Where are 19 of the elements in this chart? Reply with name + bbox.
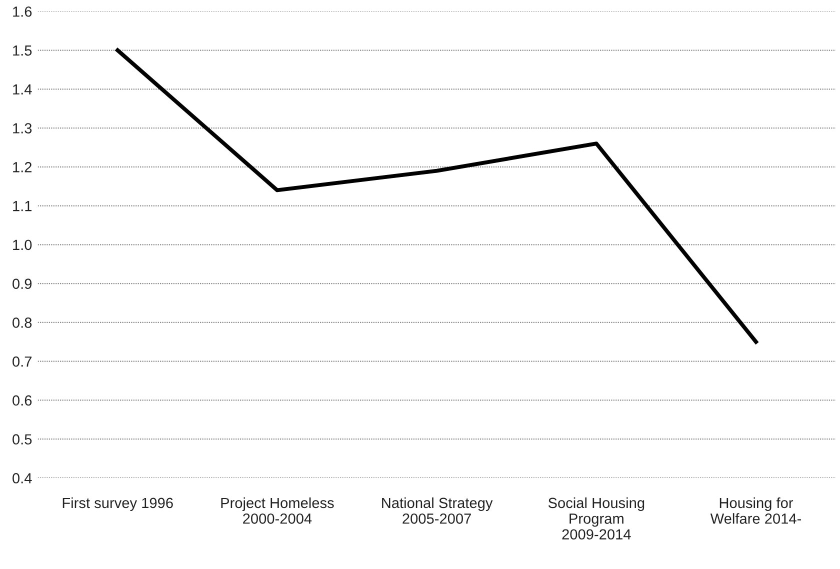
- y-tick-label: 1.6: [13, 6, 32, 17]
- y-tick-label: 0.8: [12, 318, 32, 328]
- y-tick-label: 0.6: [12, 395, 32, 406]
- y-tick-label: 0.5: [12, 434, 32, 445]
- y-tick-label: 1.2: [13, 162, 32, 172]
- y-tick-label: 1.0: [13, 240, 32, 250]
- x-tick-label: National Strategy 2005-2007: [382, 497, 493, 524]
- line-series: [116, 48, 758, 344]
- x-tick-label: Social Housing Program 2009-2014: [548, 497, 644, 540]
- y-tick-label: 1.5: [13, 46, 32, 56]
- y-tick-label: 1.1: [13, 201, 32, 212]
- x-tick-label: Project Homeless 2000-2004: [221, 497, 334, 524]
- y-tick-label: 1.4: [13, 84, 32, 94]
- x-tick-label: First survey 1996: [62, 497, 173, 511]
- y-tick-label: 0.7: [12, 356, 32, 367]
- y-tick-label: 0.9: [12, 278, 32, 289]
- y-tick-label: 0.4: [12, 473, 32, 484]
- x-tick-label: Housing for Welfare 2014-: [710, 497, 802, 524]
- y-tick-label: 1.3: [13, 123, 32, 134]
